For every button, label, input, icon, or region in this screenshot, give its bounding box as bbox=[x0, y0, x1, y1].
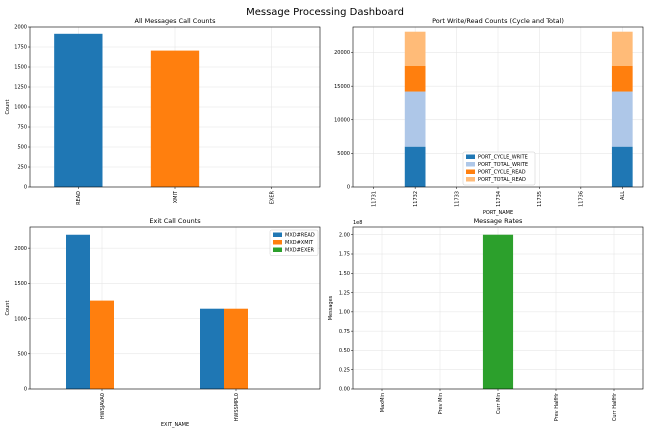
y-tick-label: 5000 bbox=[337, 151, 350, 157]
y-tick-label: 500 bbox=[17, 145, 27, 151]
y-tick-label: 0 bbox=[347, 185, 350, 191]
chart-exit-calls: Exit Call Counts 0 500 1000 1500 2000 HWSJAVA0… bbox=[5, 217, 321, 428]
stacked-bar-segment bbox=[404, 65, 426, 92]
chart-title: All Messages Call Counts bbox=[135, 17, 217, 25]
chart-title: Message Rates bbox=[474, 217, 523, 225]
y-tick-label: 0.75 bbox=[339, 329, 350, 335]
y-tick-label: 0 bbox=[24, 387, 27, 393]
y-tick-label: 1500 bbox=[14, 65, 27, 71]
x-tick-label: ALL bbox=[620, 191, 626, 200]
legend-swatch bbox=[273, 247, 282, 252]
stacked-bar-segment bbox=[611, 31, 633, 66]
legend-swatch bbox=[466, 154, 475, 159]
y-tick-label: 1.00 bbox=[339, 310, 350, 316]
stacked-bar-segment bbox=[404, 146, 426, 187]
y-tick-label: 0.25 bbox=[339, 367, 350, 373]
y-tick-label: 2000 bbox=[14, 246, 27, 252]
x-tick-label: 11734 bbox=[496, 191, 502, 207]
bar bbox=[66, 234, 90, 389]
y-tick-label: 1000 bbox=[14, 316, 27, 322]
legend-label: PORT_CYCLE_READ bbox=[478, 170, 526, 176]
plot-frame bbox=[29, 26, 321, 188]
bar bbox=[200, 308, 224, 389]
chart-port-counts: Port Write/Read Counts (Cycle and Total)… bbox=[334, 17, 644, 216]
chart-message-rates: Message Rates 0.00 0.25 0.50 0.75 1.00 1.25 1.5… bbox=[328, 217, 644, 421]
legend-swatch bbox=[273, 232, 282, 237]
stacked-bar-segment bbox=[404, 91, 426, 147]
x-tick-label: HWSJAVA0 bbox=[100, 393, 106, 419]
y-tick-label: 2000 bbox=[14, 25, 27, 31]
plot-frame bbox=[29, 226, 321, 390]
bar bbox=[482, 234, 514, 389]
chart-title: Port Write/Read Counts (Cycle and Total) bbox=[432, 17, 564, 25]
x-axis-label: EXIT_NAME bbox=[161, 422, 189, 428]
x-tick-label: Curr Min bbox=[496, 393, 502, 414]
y-axis-label: Count bbox=[5, 100, 11, 115]
legend-box bbox=[462, 151, 536, 186]
x-tick-label: HWSSMPL0 bbox=[234, 393, 240, 421]
x-tick-label: READ bbox=[76, 191, 82, 205]
y-tick-label: 1.75 bbox=[339, 252, 350, 258]
plot-frame bbox=[352, 26, 644, 188]
y-tick-label: 1250 bbox=[14, 85, 27, 91]
bar bbox=[150, 50, 200, 187]
y-tick-label: 15000 bbox=[334, 84, 350, 90]
dashboard-title: Message Processing Dashboard bbox=[246, 7, 404, 18]
stacked-bar-segment bbox=[611, 65, 633, 92]
legend-label: MXD#XMIT bbox=[285, 240, 314, 246]
x-tick-label: 11731 bbox=[372, 191, 378, 207]
x-tick-label: 11736 bbox=[579, 191, 585, 207]
legend-label: MXD#EXER bbox=[285, 248, 315, 254]
legend-label: MXD#READ bbox=[285, 233, 315, 239]
y-tick-label: 20000 bbox=[334, 50, 350, 56]
bar bbox=[54, 33, 103, 187]
y-tick-label: 500 bbox=[17, 351, 27, 357]
y-scale-label: 1e8 bbox=[353, 220, 362, 226]
x-tick-label: XMIT bbox=[173, 190, 179, 203]
y-axis-label: Messages bbox=[328, 295, 334, 320]
bar bbox=[224, 308, 248, 389]
x-tick-label: 11735 bbox=[537, 191, 543, 207]
y-tick-label: 2.00 bbox=[339, 232, 350, 238]
bar bbox=[90, 300, 114, 389]
legend-swatch bbox=[466, 177, 475, 182]
legend-swatch bbox=[466, 162, 475, 167]
y-tick-label: 10000 bbox=[334, 117, 350, 123]
x-tick-label: Prev HalfHr bbox=[554, 392, 560, 421]
y-tick-label: 0.50 bbox=[339, 348, 350, 354]
legend-label: PORT_TOTAL_READ bbox=[478, 177, 526, 183]
y-tick-label: 750 bbox=[17, 125, 27, 131]
y-tick-label: 0 bbox=[24, 185, 27, 191]
legend-label: PORT_CYCLE_WRITE bbox=[478, 155, 528, 161]
plot-frame bbox=[352, 226, 644, 390]
y-tick-label: 1000 bbox=[14, 105, 27, 111]
y-tick-label: 0.00 bbox=[339, 387, 350, 393]
y-tick-label: 1.25 bbox=[339, 290, 350, 296]
stacked-bar-segment bbox=[611, 146, 633, 187]
legend-label: PORT_TOTAL_WRITE bbox=[478, 162, 528, 168]
y-axis-label: Count bbox=[5, 301, 11, 316]
x-tick-label: 11732 bbox=[413, 191, 419, 207]
x-axis-label: PORT_NAME bbox=[483, 210, 513, 216]
x-tick-label: 11733 bbox=[454, 191, 460, 207]
stacked-bar-segment bbox=[611, 91, 633, 147]
chart-all-messages: All Messages Call Counts 0 250 500 750 1000 12… bbox=[5, 17, 321, 205]
y-tick-label: 1500 bbox=[14, 281, 27, 287]
legend-swatch bbox=[273, 240, 282, 245]
y-tick-label: 250 bbox=[17, 165, 27, 171]
x-tick-label: Curr HalfHr bbox=[612, 392, 618, 421]
y-tick-label: 1.50 bbox=[339, 271, 350, 277]
legend-swatch bbox=[466, 169, 475, 174]
chart-title: Exit Call Counts bbox=[149, 217, 201, 225]
x-tick-label: EXER bbox=[269, 190, 275, 204]
stacked-bar-segment bbox=[404, 31, 426, 66]
y-tick-label: 1750 bbox=[14, 45, 27, 51]
x-tick-label: MaxMin bbox=[380, 393, 386, 412]
x-tick-label: Prev Min bbox=[438, 393, 444, 414]
